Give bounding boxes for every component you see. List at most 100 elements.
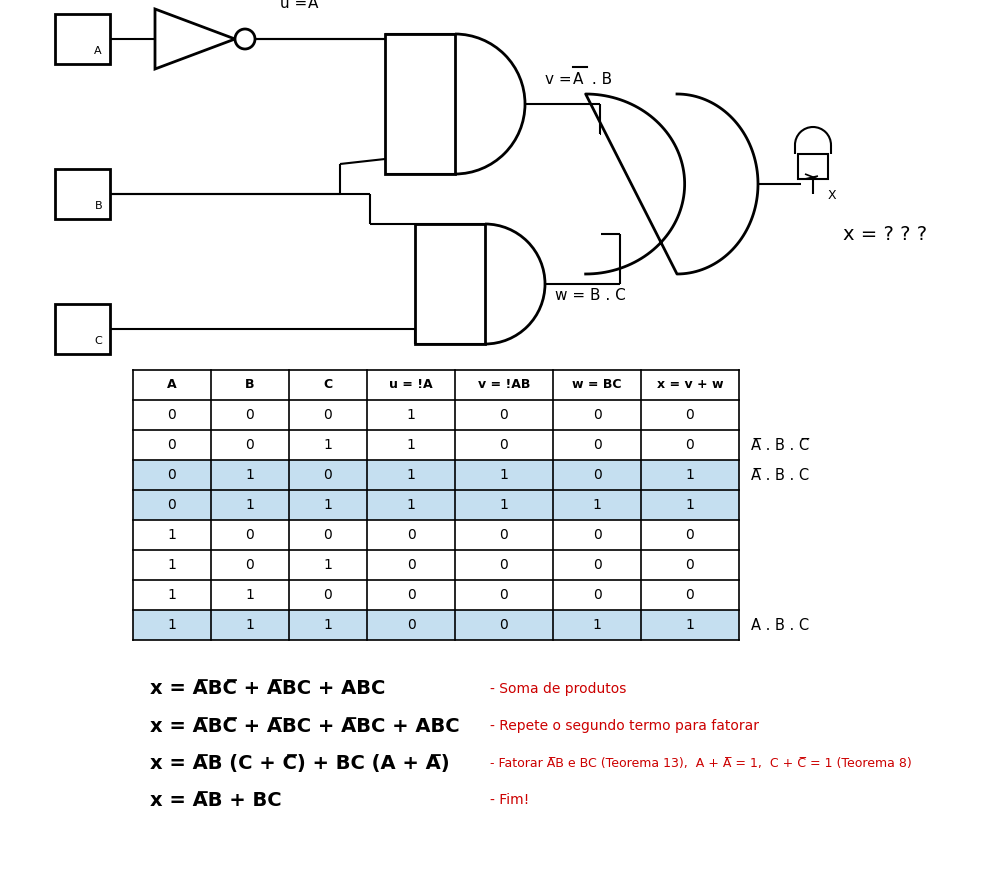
Text: 1: 1 <box>324 438 332 452</box>
Text: 0: 0 <box>324 588 332 602</box>
Text: x = A̅BC̅ + A̅BC + ABC: x = A̅BC̅ + A̅BC + ABC <box>150 679 385 698</box>
Text: 1: 1 <box>500 498 508 512</box>
Text: 0: 0 <box>500 438 508 452</box>
Text: 0: 0 <box>246 438 254 452</box>
Text: 0: 0 <box>686 588 694 602</box>
Bar <box>55 304 110 354</box>
Text: 0: 0 <box>324 468 332 482</box>
Text: A: A <box>94 46 102 56</box>
Text: x = A̅B (C + C̅) + BC (A + A̅): x = A̅B (C + C̅) + BC (A + A̅) <box>150 753 450 773</box>
Text: 0: 0 <box>324 408 332 422</box>
Text: 1: 1 <box>168 588 176 602</box>
Bar <box>55 14 110 64</box>
Text: u =: u = <box>280 0 312 11</box>
Text: 0: 0 <box>593 408 601 422</box>
Text: 0: 0 <box>593 438 601 452</box>
Bar <box>133 370 739 400</box>
Text: 1: 1 <box>324 618 332 632</box>
Text: C: C <box>94 336 102 346</box>
Text: A: A <box>573 72 583 87</box>
Text: 0: 0 <box>246 528 254 542</box>
Text: 1: 1 <box>324 558 332 572</box>
Text: 1: 1 <box>500 468 508 482</box>
Text: A: A <box>167 378 177 392</box>
Text: 1: 1 <box>686 468 694 482</box>
Text: 1: 1 <box>168 558 176 572</box>
Bar <box>133 610 739 640</box>
Text: v = !AB: v = !AB <box>478 378 530 392</box>
Text: 0: 0 <box>500 528 508 542</box>
Text: - Fatorar A̅B e BC (Teorema 13),  A + A̅ = 1,  C + C̅ = 1 (Teorema 8): - Fatorar A̅B e BC (Teorema 13), A + A̅ … <box>490 757 912 769</box>
Text: w = B . C: w = B . C <box>555 288 626 303</box>
Text: 0: 0 <box>686 558 694 572</box>
Text: . B: . B <box>587 72 612 87</box>
Text: A̅ . B . C̅: A̅ . B . C̅ <box>751 438 809 453</box>
Text: - Repete o segundo termo para fatorar: - Repete o segundo termo para fatorar <box>490 719 759 733</box>
Bar <box>415 224 485 344</box>
Text: B: B <box>245 378 255 392</box>
Text: 0: 0 <box>407 588 415 602</box>
Text: 0: 0 <box>500 558 508 572</box>
Text: B: B <box>94 201 102 211</box>
Text: x = v + w: x = v + w <box>657 378 723 392</box>
Text: C: C <box>323 378 333 392</box>
Text: 0: 0 <box>407 618 415 632</box>
Text: x = A̅B + BC: x = A̅B + BC <box>150 790 282 809</box>
Text: 1: 1 <box>246 588 254 602</box>
Text: 1: 1 <box>407 468 415 482</box>
Text: x = ? ? ?: x = ? ? ? <box>843 225 927 244</box>
Text: 0: 0 <box>500 618 508 632</box>
Text: 0: 0 <box>686 408 694 422</box>
Bar <box>385 34 455 174</box>
Text: x = A̅BC̅ + A̅BC + A̅BC + ABC: x = A̅BC̅ + A̅BC + A̅BC + ABC <box>150 717 460 736</box>
Text: 1: 1 <box>324 498 332 512</box>
Text: 0: 0 <box>686 528 694 542</box>
Text: 1: 1 <box>686 618 694 632</box>
Text: 1: 1 <box>246 498 254 512</box>
Text: 0: 0 <box>246 558 254 572</box>
Text: 0: 0 <box>686 438 694 452</box>
Text: - Fim!: - Fim! <box>490 793 529 807</box>
Bar <box>133 460 739 490</box>
Text: 0: 0 <box>500 408 508 422</box>
Text: 1: 1 <box>246 618 254 632</box>
Text: 0: 0 <box>500 588 508 602</box>
Text: 0: 0 <box>593 588 601 602</box>
Bar <box>133 580 739 610</box>
Text: 0: 0 <box>168 438 176 452</box>
Text: w = BC: w = BC <box>572 378 622 392</box>
Text: 0: 0 <box>168 408 176 422</box>
Text: 0: 0 <box>407 528 415 542</box>
Text: 1: 1 <box>407 408 415 422</box>
Polygon shape <box>155 9 235 69</box>
Text: 1: 1 <box>168 528 176 542</box>
Bar <box>798 154 828 179</box>
Text: 1: 1 <box>593 618 601 632</box>
Text: A . B . C: A . B . C <box>751 618 809 633</box>
Text: 0: 0 <box>246 408 254 422</box>
Polygon shape <box>586 94 758 274</box>
Bar <box>133 520 739 550</box>
Bar <box>133 400 739 430</box>
Text: v =: v = <box>545 72 576 87</box>
Text: 0: 0 <box>593 468 601 482</box>
Bar <box>55 169 110 219</box>
Text: u = !A: u = !A <box>389 378 433 392</box>
Text: A: A <box>308 0 318 11</box>
Text: 1: 1 <box>407 438 415 452</box>
Text: 1: 1 <box>686 498 694 512</box>
Text: 0: 0 <box>168 498 176 512</box>
Circle shape <box>235 29 255 49</box>
Text: A̅ . B . C: A̅ . B . C <box>751 468 809 482</box>
Text: 0: 0 <box>593 558 601 572</box>
Text: 1: 1 <box>246 468 254 482</box>
Bar <box>133 430 739 460</box>
Bar <box>133 550 739 580</box>
Text: 0: 0 <box>593 528 601 542</box>
Text: 0: 0 <box>168 468 176 482</box>
Text: 1: 1 <box>168 618 176 632</box>
Text: 1: 1 <box>593 498 601 512</box>
Text: - Soma de produtos: - Soma de produtos <box>490 682 626 696</box>
Text: 0: 0 <box>324 528 332 542</box>
Text: X: X <box>828 189 837 202</box>
